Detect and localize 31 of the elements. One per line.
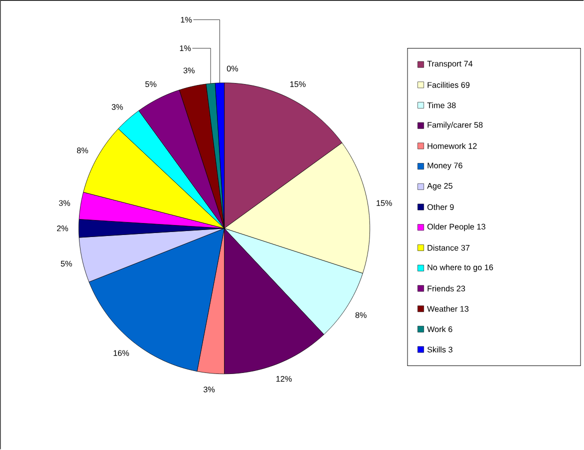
- legend-label: Older People 13: [427, 224, 486, 232]
- data-label: 12%: [276, 376, 292, 382]
- legend-label: Money 76: [428, 162, 462, 170]
- legend-label: Other 9: [427, 204, 454, 210]
- data-label: 1%: [180, 46, 191, 52]
- legend-label: Transport 74: [427, 61, 472, 68]
- data-label: 5%: [145, 82, 156, 88]
- data-label: 5%: [60, 261, 72, 267]
- data-label: 3%: [112, 104, 123, 110]
- legend-label: Work 6: [427, 326, 452, 332]
- data-label: 3%: [58, 200, 70, 206]
- data-label: 8%: [355, 312, 367, 318]
- legend-label: Weather 13: [427, 306, 468, 312]
- legend-label: Homework 12: [428, 143, 477, 150]
- legend-label: Time 38: [427, 102, 456, 108]
- data-label: 8%: [77, 148, 88, 154]
- data-label: 3%: [183, 68, 195, 74]
- legend-label: Distance 37: [428, 244, 470, 251]
- data-label: 15%: [290, 82, 306, 88]
- legend-label: No where to go 16: [428, 264, 493, 272]
- legend-label: Friends 23: [428, 286, 466, 292]
- legend-label: Age 25: [427, 183, 452, 191]
- data-label: 3%: [204, 386, 215, 393]
- legend-label: Family/carer 58: [428, 122, 483, 130]
- legend-label: Facilities 69: [428, 82, 470, 88]
- data-label: 15%: [376, 200, 392, 206]
- data-label: 2%: [57, 226, 68, 232]
- legend-label: Skills 3: [427, 346, 452, 353]
- data-label: 1%: [180, 17, 192, 23]
- text: 0%: [226, 66, 238, 72]
- data-label: 16%: [114, 350, 129, 356]
